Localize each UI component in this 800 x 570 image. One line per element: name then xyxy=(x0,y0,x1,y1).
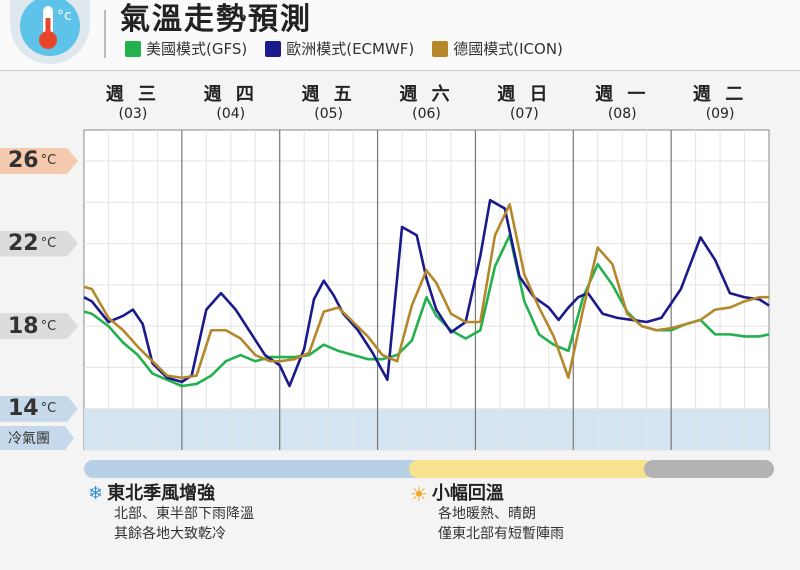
day-label: 週 六 (06) xyxy=(392,80,462,122)
day-name: 週 日 xyxy=(497,84,552,105)
sun-icon: ☀ xyxy=(410,482,428,506)
trend-bars xyxy=(84,460,774,478)
y-tick-value: 18 xyxy=(8,313,39,339)
svg-text:°c: °c xyxy=(57,8,72,24)
y-tick-value: 14 xyxy=(8,396,39,422)
header: °c 氣溫走勢預測 美國模式(GFS) 歐洲模式(ECMWF) 德國模式(ICON) xyxy=(0,0,800,71)
day-date: (09) xyxy=(705,106,735,122)
legend-swatch xyxy=(265,40,282,57)
day-name: 週 三 xyxy=(105,84,161,105)
y-tick-unit: °C xyxy=(40,236,57,252)
y-tick-label: 22 °C xyxy=(0,230,78,257)
day-date: (08) xyxy=(607,106,637,122)
legend-item: 歐洲模式(ECMWF) xyxy=(265,38,414,59)
note-warming: ☀ 小幅回溫 各地暖熱、晴朗 僅東北部有短暫陣雨 xyxy=(410,484,564,544)
day-date: (05) xyxy=(314,106,344,122)
day-label: 週 日 (07) xyxy=(489,80,559,122)
trend-bar-warming xyxy=(409,460,654,478)
trend-bar-cooling xyxy=(84,460,429,478)
y-tick-label: 18 °C xyxy=(0,313,78,340)
header-divider xyxy=(104,10,106,58)
thermometer-logo: °c xyxy=(10,0,90,64)
day-label: 週 二 (09) xyxy=(685,80,755,122)
note-line: 各地暖熱、晴朗 xyxy=(438,506,536,522)
note-title: 小幅回溫 xyxy=(431,483,504,504)
note-cooling: ❄ 東北季風增強 北部、東半部下雨降溫 其餘各地大致乾冷 xyxy=(88,484,254,544)
day-date: (04) xyxy=(216,106,246,122)
day-date: (06) xyxy=(412,106,441,122)
thermometer-icon: °c xyxy=(20,0,80,56)
cold-air-label: 冷氣團 xyxy=(0,426,74,450)
note-title: 東北季風增強 xyxy=(107,483,216,504)
day-label: 週 五 (05) xyxy=(294,80,364,122)
page-title: 氣溫走勢預測 xyxy=(120,2,312,37)
day-name: 週 一 xyxy=(595,84,650,105)
day-date: (03) xyxy=(118,106,148,122)
day-label: 週 三 (03) xyxy=(98,80,168,122)
day-label: 週 四 (04) xyxy=(196,80,266,122)
snowflake-icon: ❄ xyxy=(88,483,104,504)
y-tick-label: 14 °C xyxy=(0,395,78,422)
day-name: 週 二 xyxy=(692,84,748,105)
day-name: 週 四 xyxy=(203,84,258,105)
day-name: 週 六 xyxy=(399,84,454,105)
note-line: 僅東北部有短暫陣雨 xyxy=(438,526,564,542)
day-name: 週 五 xyxy=(301,84,356,105)
legend-swatch xyxy=(125,40,141,57)
note-line: 北部、東半部下雨降溫 xyxy=(114,506,254,522)
day-date: (07) xyxy=(509,106,539,122)
note-line: 其餘各地大致乾冷 xyxy=(114,526,226,542)
legend: 美國模式(GFS) 歐洲模式(ECMWF) 德國模式(ICON) xyxy=(125,38,563,59)
y-tick-unit: °C xyxy=(40,318,57,334)
legend-item: 美國模式(GFS) xyxy=(125,38,247,59)
y-tick-value: 26 xyxy=(8,148,39,174)
legend-label: 德國模式(ICON) xyxy=(453,40,563,58)
legend-swatch xyxy=(432,40,449,57)
series-line xyxy=(83,203,769,380)
y-tick-unit: °C xyxy=(40,153,57,169)
legend-label: 美國模式(GFS) xyxy=(146,40,248,58)
legend-label: 歐洲模式(ECMWF) xyxy=(286,40,415,58)
y-tick-label: 26 °C xyxy=(0,147,78,174)
day-label: 週 一 (08) xyxy=(587,80,657,122)
legend-item: 德國模式(ICON) xyxy=(432,38,563,59)
y-tick-unit: °C xyxy=(40,401,57,417)
y-tick-value: 22 xyxy=(8,231,39,257)
temperature-chart xyxy=(83,129,770,451)
trend-bar-unknown xyxy=(644,460,774,478)
